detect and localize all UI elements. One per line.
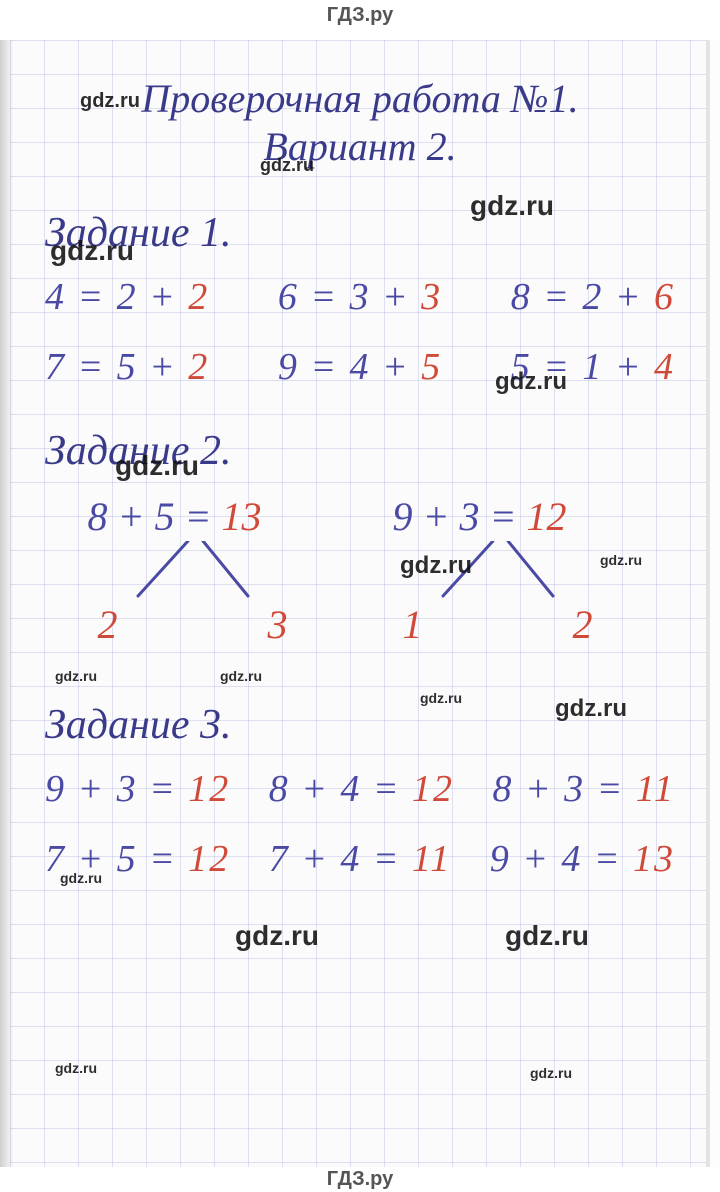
equation: 8 + 5 = 13 [68,493,348,540]
task3-row: 7 + 5 = 12 7 + 4 = 11 9 + 4 = 13 [35,837,685,881]
site-footer: ГДЗ.ру [0,1167,720,1192]
decomposition: 9 + 3 = 1212 [373,493,653,663]
task3-body: 9 + 3 = 12 8 + 4 = 12 8 + 3 = 11 7 + 5 = 12… [35,767,685,881]
worksheet: Проверочная работа №1. Вариант 2. Задани… [35,55,685,1157]
equation: 8 = 2 + 6 [511,275,675,319]
task1-row: 4 = 2 + 2 6 = 3 + 3 8 = 2 + 6 [35,275,685,319]
equation: 9 = 4 + 5 [278,345,442,389]
part: 3 [268,601,288,648]
equation: 9 + 4 = 13 [490,837,675,881]
split-lines-icon [433,541,563,601]
equation: 9 + 3 = 12 [373,493,653,540]
site-name: ГДЗ.ру [327,4,394,26]
task2-body: 8 + 5 = 13239 + 3 = 1212 [35,493,685,663]
task3-row: 9 + 3 = 12 8 + 4 = 12 8 + 3 = 11 [35,767,685,811]
split-parts: 23 [98,601,288,648]
part: 2 [573,601,593,648]
equation: 4 = 2 + 2 [45,275,209,319]
equation: 7 + 5 = 12 [45,837,230,881]
task1-heading: Задание 1. [45,209,685,257]
equation: 9 + 3 = 12 [45,767,230,811]
decomposition: 8 + 5 = 1323 [68,493,348,663]
page: ГДЗ.ру ГДЗ.ру Проверочная работа №1. Вар… [0,0,720,1192]
title-line1: Проверочная работа №1. [35,75,685,123]
page-fold-shadow [0,40,14,1167]
worksheet-title: Проверочная работа №1. Вариант 2. [35,75,685,171]
equation: 5 = 1 + 4 [511,345,675,389]
part: 1 [403,601,423,648]
part: 2 [98,601,118,648]
equation: 7 = 5 + 2 [45,345,209,389]
equation: 7 + 4 = 11 [269,837,451,881]
split-parts: 12 [403,601,593,648]
site-header: ГДЗ.ру [0,0,720,40]
equation: 8 + 3 = 11 [493,767,675,811]
site-name-footer: ГДЗ.ру [327,1168,394,1190]
task3-heading: Задание 3. [45,701,685,749]
title-line2: Вариант 2. [35,123,685,171]
task1-row: 7 = 5 + 2 9 = 4 + 5 5 = 1 + 4 [35,345,685,389]
equation: 6 = 3 + 3 [278,275,442,319]
equation: 8 + 4 = 12 [269,767,454,811]
split-lines-icon [128,541,258,601]
task1-body: 4 = 2 + 2 6 = 3 + 3 8 = 2 + 6 7 = 5 + 2 9 = … [35,275,685,389]
task2-heading: Задание 2. [45,427,685,475]
